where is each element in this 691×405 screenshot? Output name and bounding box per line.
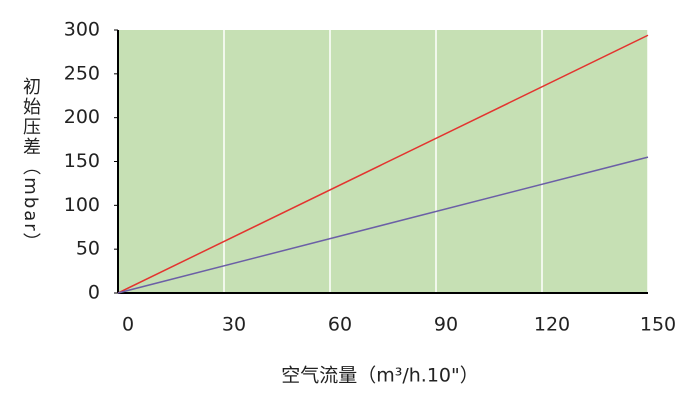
- data-line: [117, 34, 649, 294]
- plot-area: [118, 30, 648, 293]
- x-tick-label: 120: [534, 314, 570, 336]
- y-tick-label: 0: [88, 282, 100, 304]
- x-tick-label: 60: [328, 314, 352, 336]
- y-tick-label: 300: [64, 19, 100, 41]
- data-line: [117, 156, 649, 294]
- x-tick-label: 150: [640, 314, 676, 336]
- y-tick-label: 50: [76, 238, 100, 260]
- y-axis-label: 初始压差（mbar）: [20, 77, 41, 253]
- x-tick-label: 90: [434, 314, 458, 336]
- x-tick-label: 30: [222, 314, 246, 336]
- y-tick-label: 150: [64, 150, 100, 172]
- x-tick-label: 0: [122, 314, 134, 336]
- y-tick-label: 250: [64, 62, 100, 84]
- x-axis-label: 空气流量（m³/h.10"）: [281, 365, 479, 387]
- y-tick-label: 100: [64, 194, 100, 216]
- y-tick-label: 200: [64, 106, 100, 128]
